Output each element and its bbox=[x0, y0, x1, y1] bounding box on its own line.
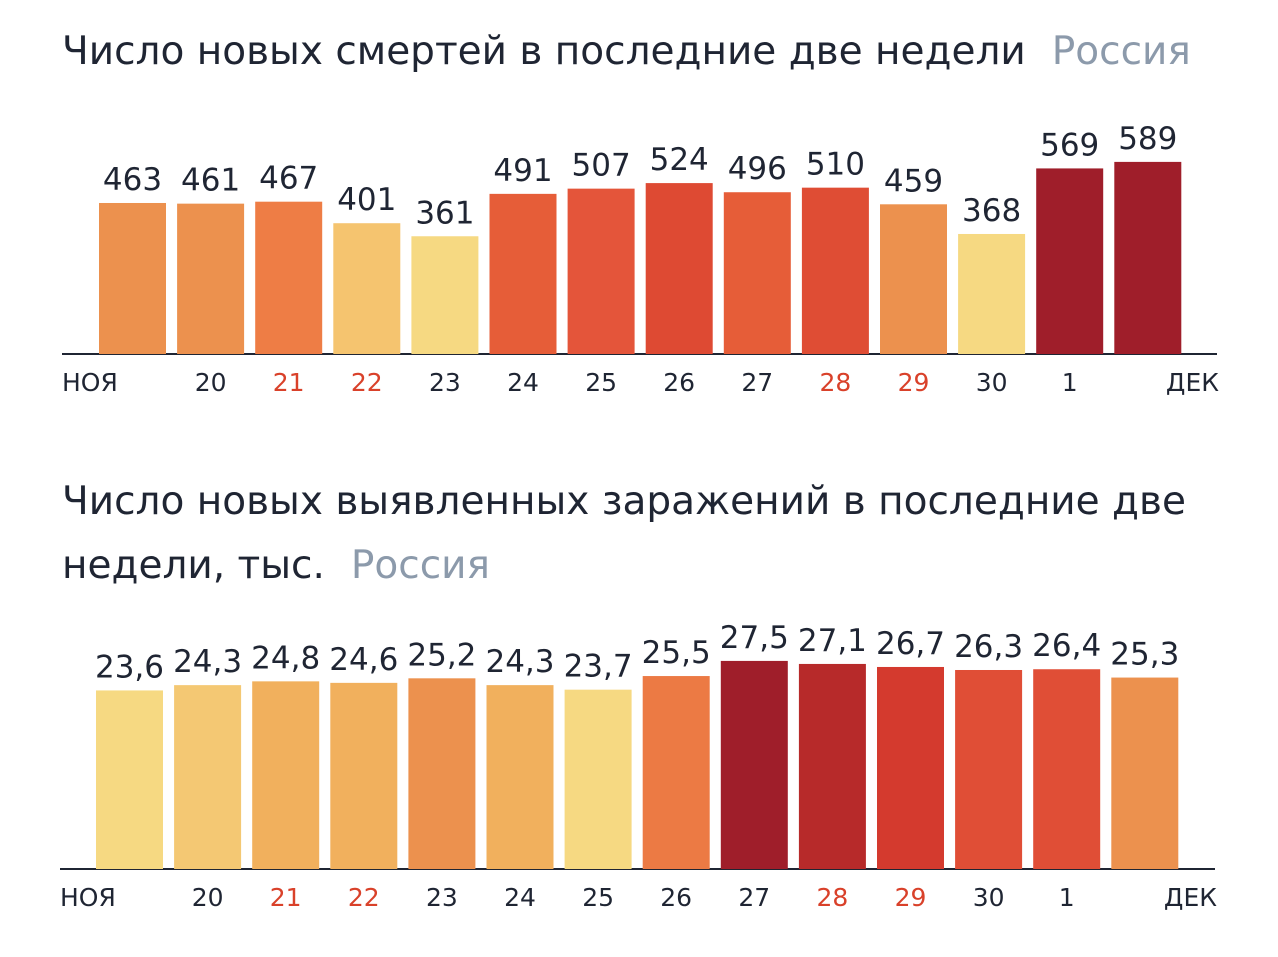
bar bbox=[1036, 168, 1104, 354]
data-label: 26,3 bbox=[954, 629, 1023, 665]
data-label: 463 bbox=[103, 162, 162, 198]
data-label: 467 bbox=[259, 161, 318, 197]
x-tick-label: 26 bbox=[663, 368, 695, 397]
deaths-chart-title-text: Число новых смертей в последние две неде… bbox=[62, 29, 1026, 74]
data-label: 589 bbox=[1118, 121, 1177, 157]
bar bbox=[880, 204, 947, 354]
bar bbox=[955, 669, 1023, 869]
deaths-chart: Число новых смертей в последние две неде… bbox=[0, 0, 1278, 430]
data-label: 25,3 bbox=[1110, 637, 1179, 673]
bar bbox=[958, 233, 1026, 354]
infections-bar-chart: 23,6 24,3 24,8 24,6 25,2 24,3 23,7 25,5 27,5 27,1… bbox=[60, 620, 1217, 912]
bar bbox=[1114, 161, 1182, 354]
x-tick-label: 28 bbox=[816, 883, 848, 912]
deaths-bar-chart: 463 461 467 401 361 491 507 524 496 510 459 368 569 5… bbox=[62, 121, 1219, 397]
data-label: 491 bbox=[493, 153, 552, 189]
data-label: 524 bbox=[650, 142, 709, 178]
bar bbox=[1033, 669, 1101, 869]
x-tick-label: 29 bbox=[895, 883, 927, 912]
data-label: 24,3 bbox=[173, 644, 242, 680]
bar bbox=[486, 685, 554, 869]
bar bbox=[801, 187, 869, 354]
x-tick-label: 25 bbox=[585, 368, 617, 397]
data-label: 26,7 bbox=[876, 626, 945, 662]
x-tick-label: 24 bbox=[504, 883, 536, 912]
bar bbox=[642, 676, 710, 869]
data-label: 24,3 bbox=[485, 644, 554, 680]
bar bbox=[177, 203, 245, 354]
bar bbox=[255, 201, 323, 354]
x-tick-label: 26 bbox=[660, 883, 692, 912]
bar bbox=[96, 690, 163, 869]
bar bbox=[1111, 677, 1179, 869]
data-label: 496 bbox=[728, 151, 787, 187]
data-label: 368 bbox=[962, 193, 1021, 229]
x-tick-label: 24 bbox=[507, 368, 539, 397]
data-label: 27,5 bbox=[720, 620, 789, 656]
x-tick-label: НОЯ bbox=[60, 883, 116, 912]
bar bbox=[99, 202, 166, 354]
x-tick-label: 23 bbox=[429, 368, 461, 397]
infections-chart-region: Россия bbox=[350, 543, 490, 588]
bar bbox=[252, 681, 320, 869]
x-tick-label: 27 bbox=[741, 368, 773, 397]
x-tick-label: 22 bbox=[348, 883, 380, 912]
bar bbox=[645, 183, 713, 354]
bar bbox=[330, 682, 398, 869]
bar bbox=[174, 685, 242, 869]
bar bbox=[877, 666, 944, 869]
data-label: 461 bbox=[181, 163, 240, 199]
x-tick-label: ДЕК bbox=[1166, 368, 1219, 397]
bar bbox=[720, 660, 788, 869]
data-label: 510 bbox=[806, 147, 865, 183]
data-label: 26,4 bbox=[1032, 628, 1101, 664]
x-tick-label: 1 bbox=[1059, 883, 1075, 912]
data-label: 27,1 bbox=[798, 623, 867, 659]
x-tick-label: 28 bbox=[819, 368, 851, 397]
bar bbox=[411, 236, 479, 354]
x-tick-label: 20 bbox=[192, 883, 224, 912]
bar bbox=[489, 193, 557, 354]
data-label: 24,6 bbox=[329, 642, 398, 678]
bar bbox=[567, 188, 635, 354]
x-tick-label: ДЕК bbox=[1164, 883, 1217, 912]
data-label: 569 bbox=[1040, 127, 1099, 163]
x-tick-label: 1 bbox=[1062, 368, 1078, 397]
bar bbox=[723, 192, 791, 354]
x-tick-label: 20 bbox=[195, 368, 227, 397]
data-label: 507 bbox=[572, 148, 631, 184]
x-tick-label: 25 bbox=[582, 883, 614, 912]
bar bbox=[408, 678, 476, 869]
bar bbox=[798, 663, 866, 869]
data-label: 25,2 bbox=[407, 637, 476, 673]
x-tick-label: 30 bbox=[976, 368, 1008, 397]
bar bbox=[564, 689, 632, 869]
deaths-chart-region: Россия bbox=[1051, 29, 1191, 74]
x-tick-label: 23 bbox=[426, 883, 458, 912]
infections-chart: Число новых выявленных заражений в после… bbox=[0, 460, 1278, 957]
x-tick-label: 21 bbox=[270, 883, 302, 912]
x-tick-label: 22 bbox=[351, 368, 383, 397]
data-label: 401 bbox=[337, 182, 396, 218]
data-label: 23,6 bbox=[95, 649, 164, 685]
x-tick-label: НОЯ bbox=[62, 368, 118, 397]
x-tick-label: 21 bbox=[273, 368, 305, 397]
infections-chart-title-text: Число новых выявленных заражений в после… bbox=[62, 479, 1186, 588]
data-label: 361 bbox=[415, 195, 474, 231]
data-label: 459 bbox=[884, 163, 943, 199]
x-tick-label: 27 bbox=[738, 883, 770, 912]
data-label: 25,5 bbox=[642, 635, 711, 671]
data-label: 24,8 bbox=[251, 640, 320, 676]
bar bbox=[333, 223, 401, 354]
deaths-chart-title: Число новых смертей в последние две неде… bbox=[62, 20, 1242, 84]
infections-chart-title: Число новых выявленных заражений в после… bbox=[62, 470, 1232, 598]
x-tick-label: 30 bbox=[973, 883, 1005, 912]
data-label: 23,7 bbox=[564, 649, 633, 685]
x-tick-label: 29 bbox=[898, 368, 930, 397]
